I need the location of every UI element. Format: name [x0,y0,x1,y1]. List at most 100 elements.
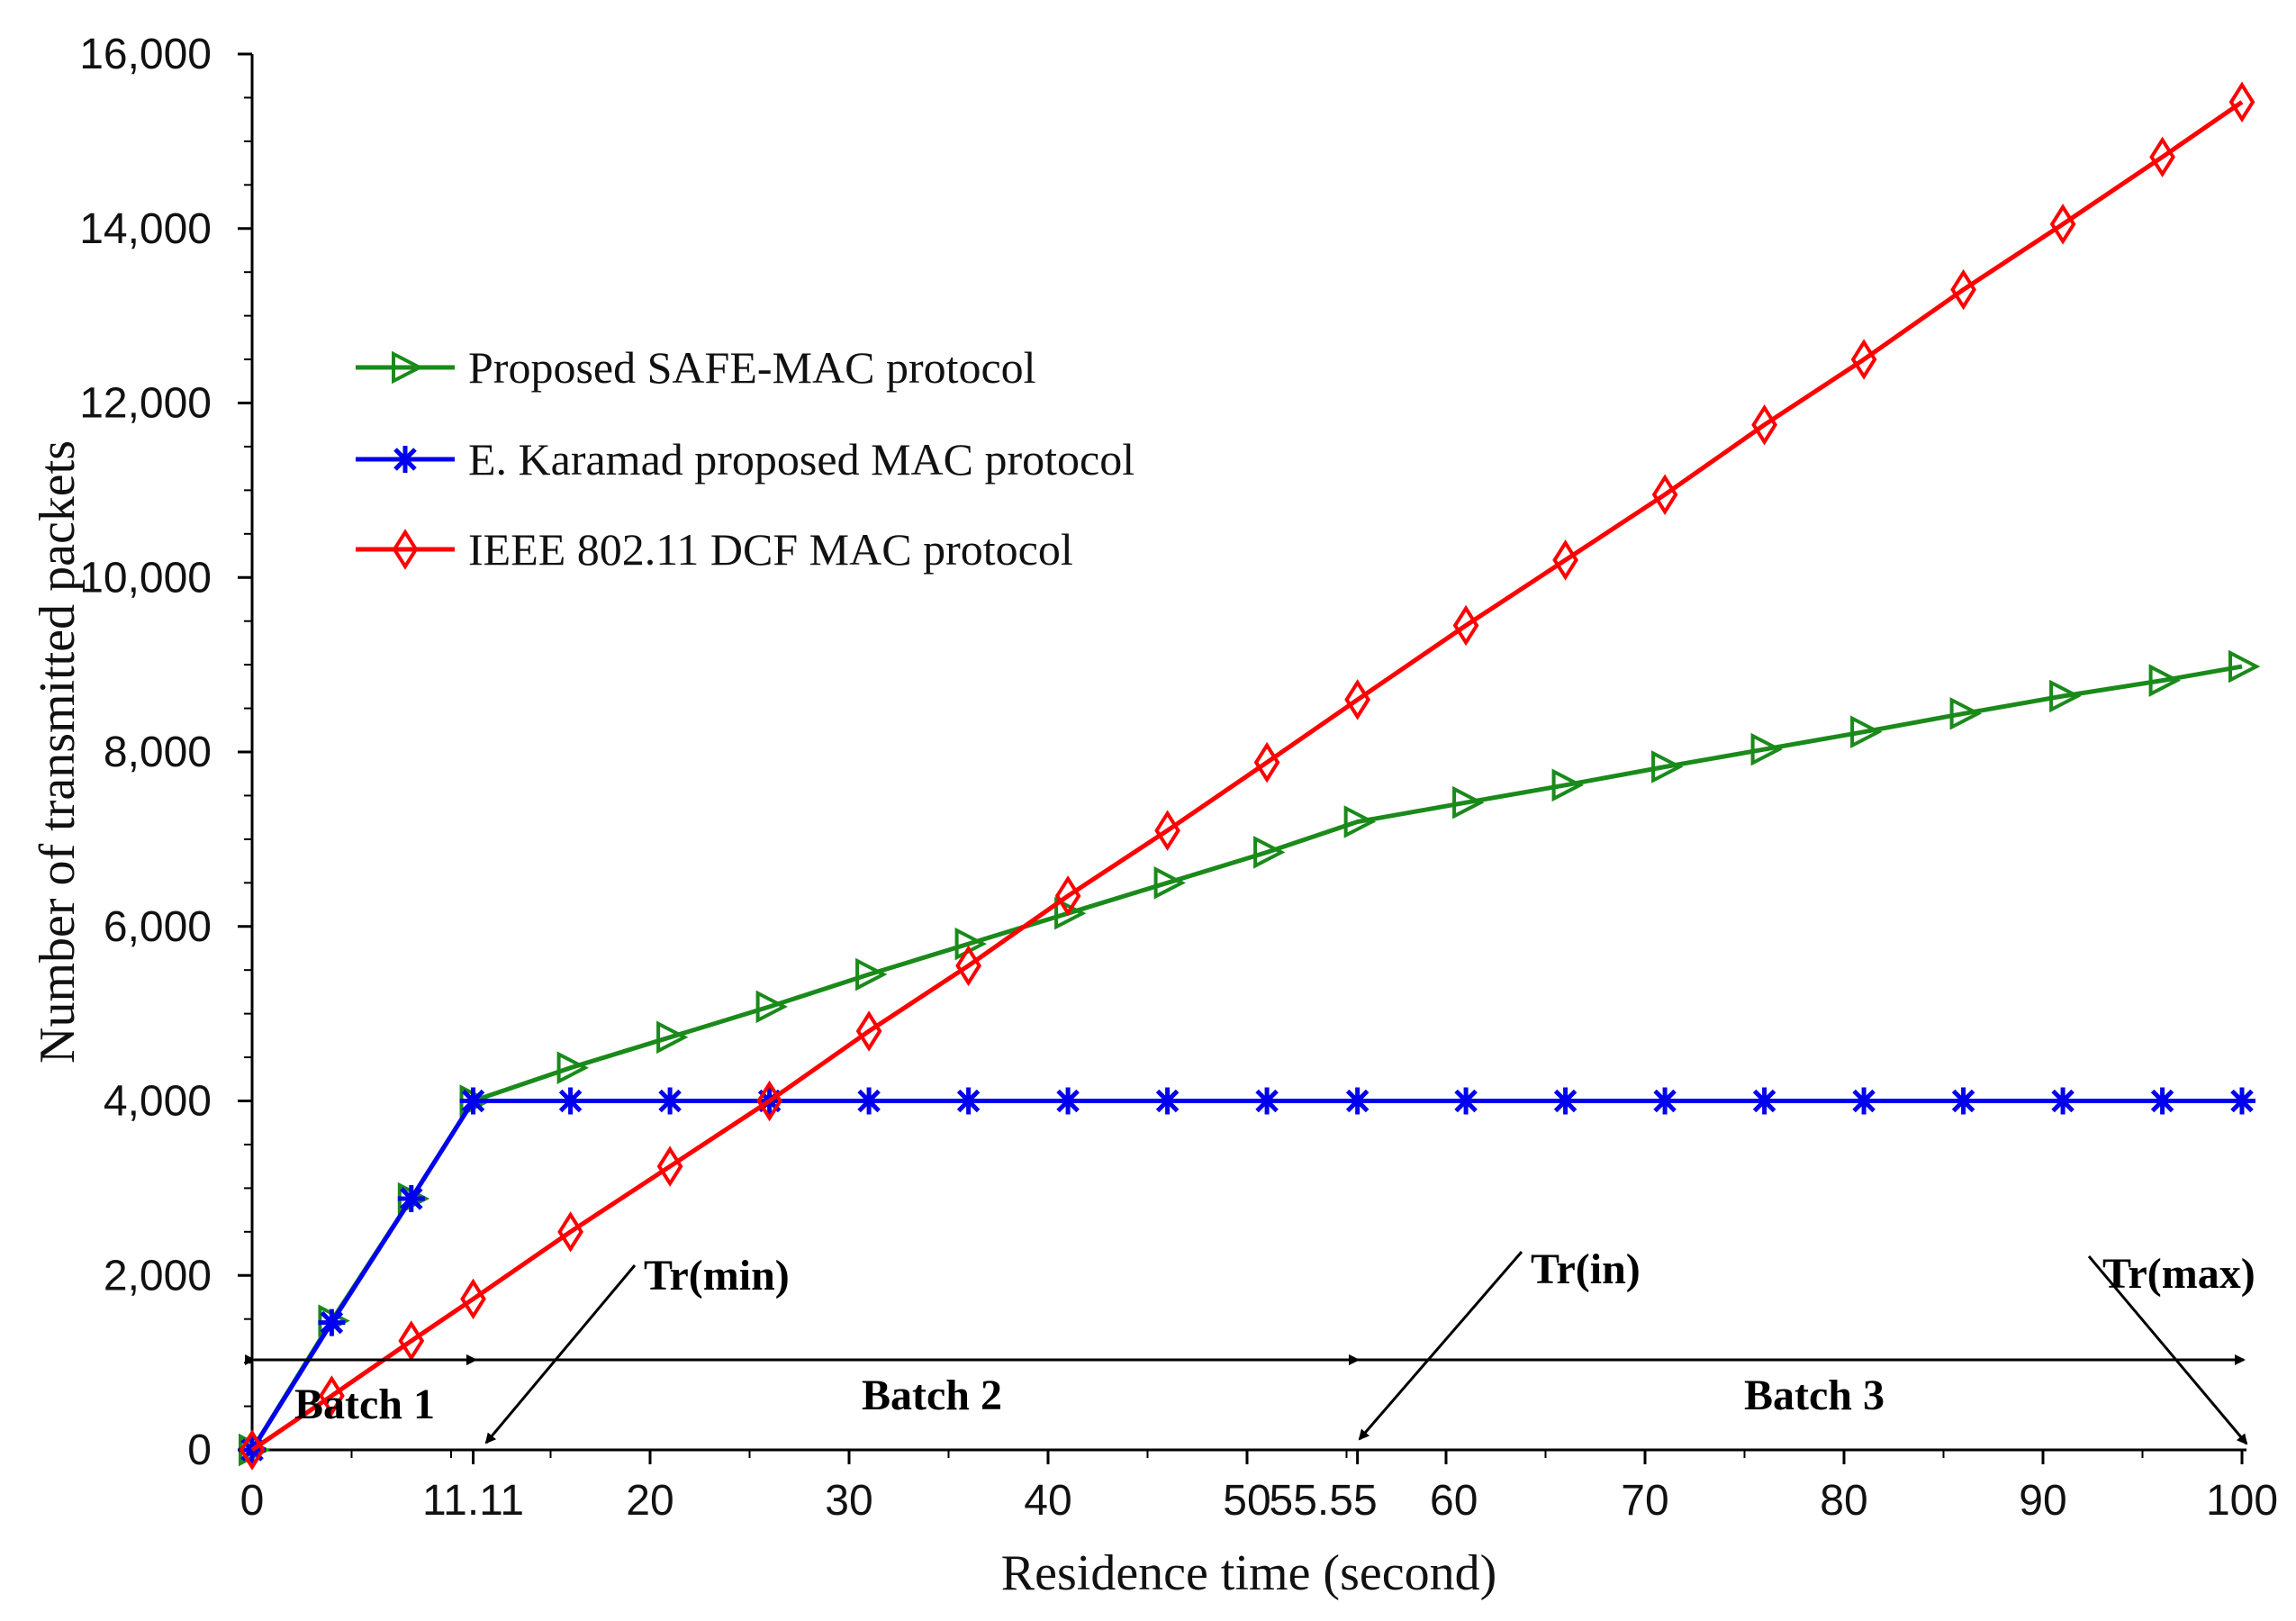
batch3-label: Batch 3 [1744,1372,1885,1419]
data-point [656,1020,689,1055]
data-point [1153,1087,1181,1115]
legend-item: IEEE 802.11 DCF MAC protocol [356,524,1073,575]
legend-item: E. Karamad proposed MAC protocol [356,434,1134,484]
data-point [1651,750,1684,783]
series-line [249,1099,2242,1452]
legend-swatch-marker [392,446,419,473]
data-point [1950,268,1976,311]
data-point [460,1278,486,1320]
data-point [1343,1087,1371,1115]
batch2-label: Batch 2 [862,1372,1002,1419]
data-point [1154,810,1180,851]
y-minor-ticks [244,96,252,1408]
x-tick-label: 60 [1430,1477,1478,1525]
data-point [1551,1087,1579,1115]
data-point [656,1087,684,1115]
x-tick-label: 11.11 [422,1477,524,1525]
data-point [656,1146,683,1187]
data-point [1054,896,1087,930]
x-tick-label: 50 [1223,1477,1270,1525]
y-tick-label: 14,000 [79,205,212,253]
legend-label: E. Karamad proposed MAC protocol [468,434,1134,484]
legend-label: IEEE 802.11 DCF MAC protocol [468,524,1073,575]
series-3 [239,81,2255,1471]
data-point [955,945,981,987]
data-point [756,1080,782,1122]
data-point [1054,875,1081,917]
data-point [954,1087,982,1115]
tr-in-label: Tr(in) [1531,1245,1641,1293]
y-tick-label: 6,000 [104,903,212,951]
x-tick-label: 80 [1820,1477,1867,1525]
data-point [2049,204,2076,245]
data-point [1850,715,1883,749]
x-tick-label: 70 [1621,1477,1668,1525]
y-ticks: 0 2,000 4,000 6,000 8,000 10,000 12,000 14,000 1… [79,31,252,1474]
data-point [2149,136,2175,178]
data-point [1552,539,1578,581]
y-tick-label: 8,000 [104,729,212,776]
data-point [318,1309,346,1336]
data-point [319,1375,345,1417]
annotations: Batch 1 Batch 2 Batch 3 Tr(min) Tr(in) T… [245,1245,2255,1445]
data-point [1253,741,1280,783]
data-point [1750,1087,1778,1115]
data-point [459,1087,487,1115]
data-point [2148,1087,2176,1115]
legend-swatch-marker [392,350,424,385]
data-point [1452,1087,1480,1115]
axes [250,54,2246,1452]
data-point [2228,649,2261,684]
data-point [1054,1087,1082,1115]
legend: Proposed SAFE-MAC protocol E. Karamad pro… [356,342,1134,575]
data-point [1850,1087,1878,1115]
y-tick-label: 16,000 [79,31,212,78]
y-tick-label: 4,000 [104,1078,212,1126]
legend-label: Proposed SAFE-MAC protocol [468,342,1036,393]
data-point [1452,604,1479,647]
x-tick-label: 0 [240,1477,265,1525]
y-tick-label: 0 [187,1426,212,1474]
data-point [1551,768,1584,802]
tr-min-label: Tr(min) [644,1252,790,1300]
data-point [557,1211,583,1253]
data-point [1750,732,1783,766]
data-point [1153,866,1186,900]
x-tick-label: 30 [825,1477,872,1525]
batch1-label: Batch 1 [294,1381,435,1428]
y-axis-title: Number of transmitted packets [30,440,86,1064]
legend-item: Proposed SAFE-MAC protocol [356,342,1036,393]
data-point [1850,339,1877,380]
data-point [397,1185,425,1212]
data-point [855,957,888,992]
data-point [1343,805,1377,838]
x-tick-label: 40 [1024,1477,1071,1525]
data-point [755,990,788,1024]
data-point [855,1010,882,1052]
data-point [1949,697,1982,730]
data-point [855,1087,883,1115]
data-point [1452,785,1485,820]
data-point [1751,403,1777,446]
data-point [239,1429,266,1471]
data-point [2049,679,2082,713]
y-tick-label: 12,000 [79,380,212,428]
series-line [249,664,2243,1452]
data-point [2049,1087,2077,1115]
data-point [1253,1087,1281,1115]
data-point [556,1051,589,1084]
y-tick-label: 10,000 [79,554,212,602]
tr-in-arrow [1358,1251,1523,1441]
x-tick-label: 55.55 [1270,1477,1378,1525]
x-tick-label: 20 [626,1477,673,1525]
tr-max-label: Tr(max) [2102,1250,2255,1298]
series-layer [239,81,2261,1471]
y-tick-label: 2,000 [104,1252,212,1300]
data-point [2228,81,2255,123]
legend-swatch-marker [392,529,419,570]
data-point [556,1087,584,1115]
x-tick-label: 100 [2206,1477,2278,1525]
data-point [2148,664,2181,697]
